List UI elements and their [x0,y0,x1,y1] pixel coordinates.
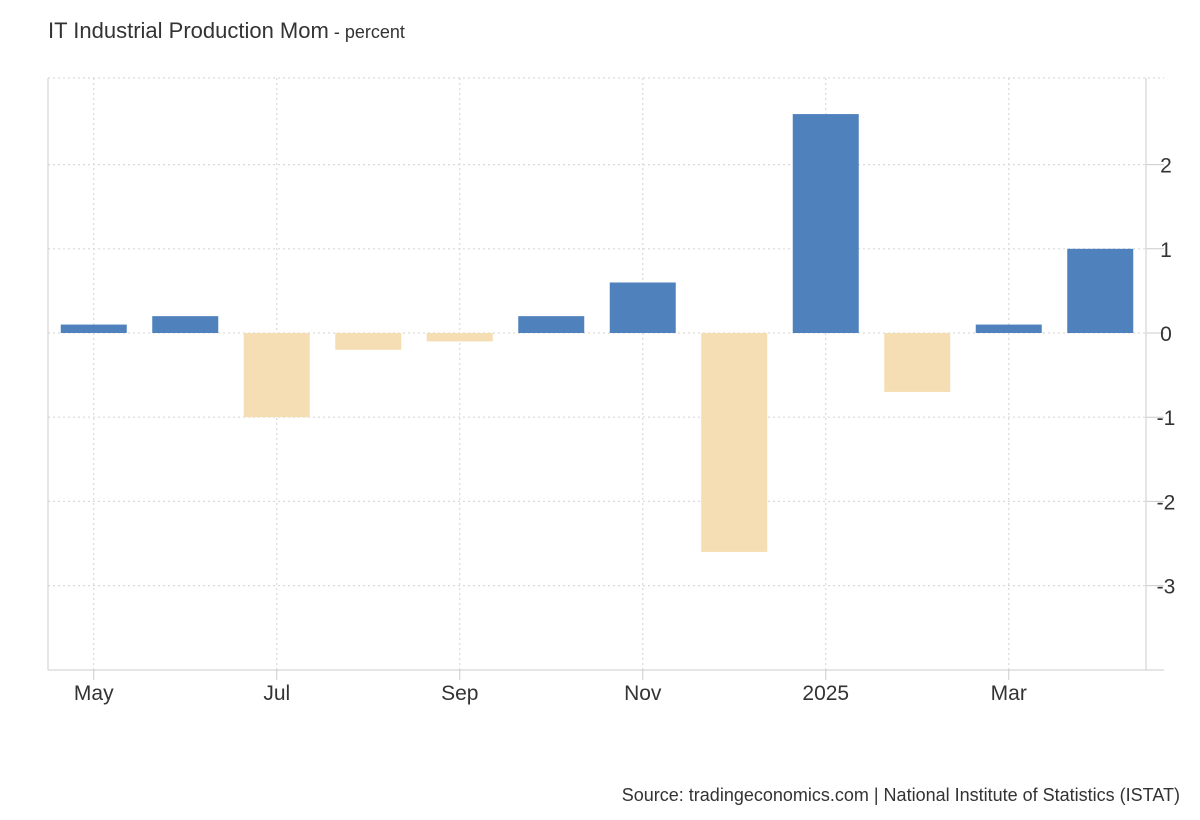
source-attribution: Source: tradingeconomics.com | National … [621,785,1180,805]
chart-title-separator: - [328,22,345,42]
x-tick-label: Nov [624,682,662,705]
bar-aug-2024[interactable] [335,333,402,350]
grid [48,77,1164,670]
x-tick-label: Mar [991,682,1027,705]
y-tick-label: 0 [1160,323,1172,346]
tick-labels: 2 1 0 -1 -2 -3 May Jul Sep Nov 2025 Mar [74,155,1175,705]
bar-may-2024[interactable] [60,324,127,333]
bar-sep-2024[interactable] [426,333,493,342]
bar-jun-2024[interactable] [152,316,219,333]
bar-nov-2024[interactable] [609,282,676,333]
y-tick-label: 1 [1160,239,1172,262]
chart-header: IT Industrial Production Mom - percent [48,18,405,44]
x-tick-label: Jul [263,682,290,705]
y-tick-label: -1 [1157,407,1176,430]
bars [60,114,1134,552]
bar-dec-2024[interactable] [701,333,768,552]
y-tick-label: 2 [1160,155,1172,178]
y-tick-label: -3 [1157,576,1176,599]
bar-jan-2025[interactable] [792,114,859,333]
y-tick-label: -2 [1157,491,1176,514]
bar-apr-2025[interactable] [1067,248,1134,333]
chart-title: IT Industrial Production Mom [48,18,329,43]
axes [47,78,1164,680]
bar-feb-2025[interactable] [884,333,951,392]
x-tick-label: Sep [441,682,478,705]
x-tick-label: 2025 [802,682,849,705]
bar-oct-2024[interactable] [518,316,585,333]
x-tick-label: May [74,682,114,705]
bar-mar-2025[interactable] [975,324,1042,333]
bar-jul-2024[interactable] [243,333,310,418]
chart-unit: percent [344,22,405,42]
